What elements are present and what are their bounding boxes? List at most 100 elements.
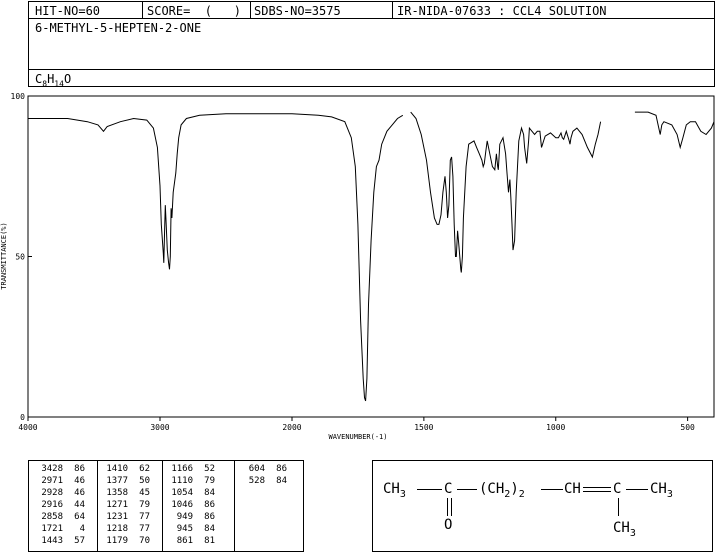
molecular-formula: C8H14O (35, 72, 71, 91)
peak-wavenumber: 1054 (171, 488, 193, 498)
ch3-left: CH3 (383, 481, 406, 503)
bond (541, 489, 563, 490)
peak-wavenumber: 1046 (171, 500, 193, 510)
peak-transmittance: 86 (74, 464, 85, 474)
peak-wavenumber: 2858 (41, 512, 63, 522)
peak-wavenumber: 2916 (41, 500, 63, 510)
peak-transmittance: 52 (204, 464, 215, 474)
double-bond (583, 487, 611, 488)
methylene-sub: 2 (504, 488, 511, 500)
ch3-right: CH3 (650, 481, 673, 503)
peak-wavenumber: 1377 (106, 476, 128, 486)
spectrum-line (28, 113, 404, 402)
peak-wavenumber: 1443 (41, 536, 63, 546)
plot-frame (27, 95, 715, 418)
peak-wavenumber: 949 (176, 512, 193, 522)
ch3-bottom: CH3 (613, 520, 636, 542)
spectrum-header: HIT-NO=60 SCORE= ( ) SDBS-NO=3575 IR-NID… (28, 1, 715, 88)
peak-transmittance: 44 (74, 500, 85, 510)
peak-wavenumber: 1410 (106, 464, 128, 474)
header-rule (29, 69, 714, 70)
spectrum-line (410, 111, 602, 273)
peak-wavenumber: 1179 (106, 536, 128, 546)
peak-transmittance: 46 (74, 488, 85, 498)
compound-name: 6-METHYL-5-HEPTEN-2-ONE (35, 21, 202, 35)
peak-transmittance: 64 (74, 512, 85, 522)
peak-wavenumber: 1110 (171, 476, 193, 486)
y-ticks: 0 50 100 (11, 92, 32, 422)
peak-wavenumber: 604 (248, 464, 265, 474)
formula-h-count: 14 (54, 79, 64, 89)
peak-wavenumber: 2928 (41, 488, 63, 498)
peak-transmittance: 4 (79, 524, 85, 534)
formula-o: O (63, 72, 72, 86)
double-bond (583, 491, 611, 492)
peak-transmittance: 45 (139, 488, 150, 498)
x-tick-label: 1000 (546, 423, 565, 432)
ir-info: IR-NIDA-07633 : CCL4 SOLUTION (397, 4, 607, 18)
hit-number: HIT-NO=60 (35, 4, 101, 18)
x-tick-label: 3000 (150, 423, 169, 432)
vinyl-ch: CH (564, 481, 581, 497)
bond (417, 489, 442, 490)
methylene-group: (CH2)2 (479, 481, 525, 503)
carbonyl-carbon: C (444, 481, 453, 497)
peak-transmittance: 84 (276, 476, 287, 486)
bond (457, 489, 477, 490)
y-tick-label: 100 (11, 92, 26, 101)
peak-transmittance: 86 (204, 500, 215, 510)
oxygen: O (444, 517, 453, 533)
peak-transmittance: 86 (276, 464, 287, 474)
peak-wavenumber: 1166 (171, 464, 193, 474)
peak-wavenumber: 1358 (106, 488, 128, 498)
y-axis-label: TRANSMITTANCE(%) (0, 222, 8, 289)
peak-column-divider (97, 461, 98, 551)
peak-transmittance: 77 (139, 524, 150, 534)
methyl-bond (618, 498, 619, 516)
peak-wavenumber: 1218 (106, 524, 128, 534)
y-tick-label: 50 (15, 253, 25, 262)
sdbs-number: SDBS-NO=3575 (254, 4, 341, 18)
methylene-count: 2 (518, 488, 525, 500)
x-tick-label: 4000 (18, 423, 37, 432)
header-rule (29, 18, 714, 19)
ch3-bottom-sub: 3 (629, 527, 636, 539)
ch3-right-text: CH (650, 481, 667, 497)
header-divider (392, 2, 393, 18)
peak-wavenumber: 2971 (41, 476, 63, 486)
ch3-left-sub: 3 (399, 488, 406, 500)
peak-transmittance: 46 (74, 476, 85, 486)
peak-wavenumber: 1231 (106, 512, 128, 522)
bond (626, 489, 648, 490)
ch3-right-sub: 3 (666, 488, 673, 500)
structure-box: CH3 C (CH2)2 CH C CH3 O CH3 (372, 460, 713, 552)
carbonyl-bond (447, 498, 448, 516)
peak-transmittance: 50 (139, 476, 150, 486)
header-divider (250, 2, 251, 18)
x-axis-label: WAVENUMBER(-1) (328, 433, 387, 441)
y-tick-label: 0 (20, 413, 25, 422)
peak-transmittance: 86 (204, 512, 215, 522)
peak-wavenumber: 1271 (106, 500, 128, 510)
formula-c-count: 8 (42, 79, 48, 89)
peak-transmittance: 57 (74, 536, 85, 546)
carbonyl-bond (451, 498, 452, 516)
peak-table: 3428 86 2971 46 2928 46 2916 44 2858 64 1721 4 1443 5… (28, 460, 304, 552)
peak-transmittance: 70 (139, 536, 150, 546)
spectrum-series (28, 111, 715, 402)
x-tick-label: 500 (680, 423, 695, 432)
peak-wavenumber: 528 (248, 476, 265, 486)
methylene-close: ) (510, 481, 519, 497)
peak-wavenumber: 861 (176, 536, 193, 546)
formula-c: C (35, 72, 43, 86)
peak-transmittance: 79 (139, 500, 150, 510)
peak-transmittance: 79 (204, 476, 215, 486)
peak-transmittance: 84 (204, 488, 215, 498)
formula-h: H (47, 72, 55, 86)
peak-transmittance: 77 (139, 512, 150, 522)
spectrum-line (634, 111, 715, 150)
ir-spectrum-chart: 0 50 100 4000 3000 2000 1500 1000 500 WAVENUMBE… (0, 92, 715, 441)
methylene-text: (CH (479, 481, 505, 497)
peak-column-divider (162, 461, 163, 551)
peak-transmittance: 62 (139, 464, 150, 474)
